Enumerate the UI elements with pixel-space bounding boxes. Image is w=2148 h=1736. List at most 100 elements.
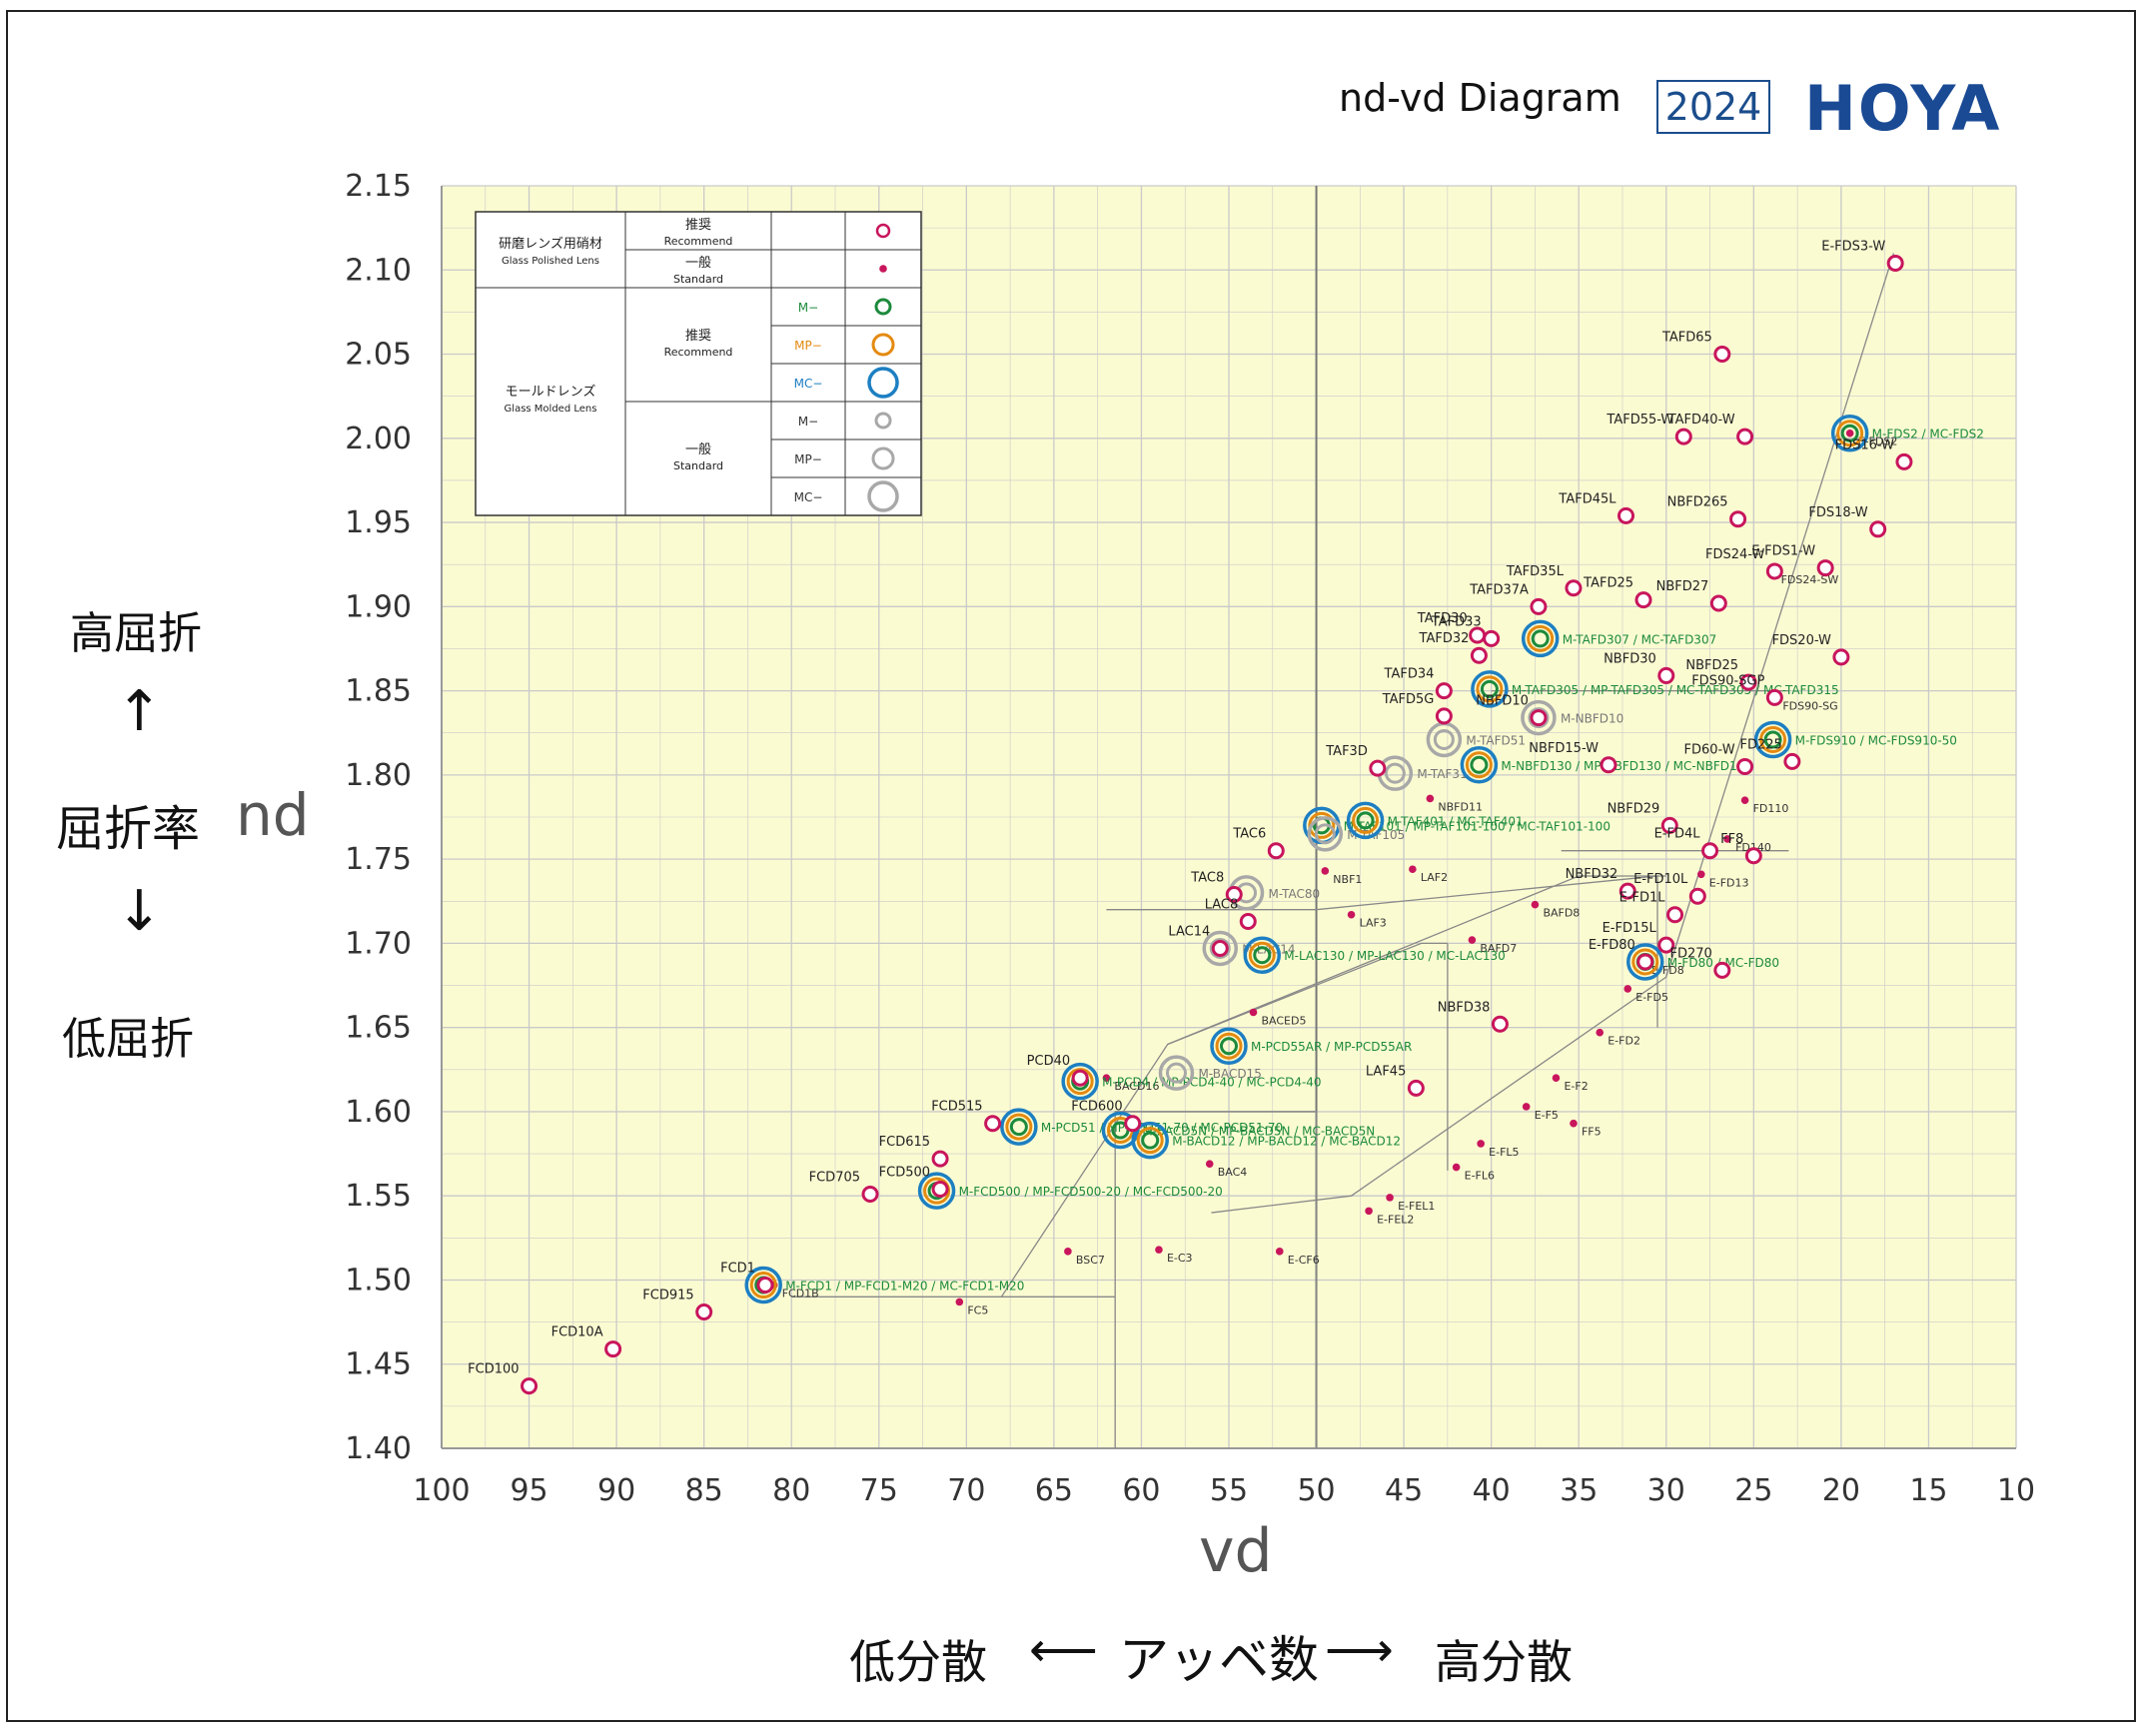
- x-tick-label: 30: [1647, 1473, 1685, 1508]
- molded-mc-ring: [1131, 1121, 1169, 1160]
- legend-m-recommend: M−: [798, 301, 818, 315]
- molded-m-ring: [1763, 730, 1782, 749]
- standard-glass-label: BAC4: [1218, 1166, 1248, 1179]
- standard-glass-point: [955, 1298, 964, 1306]
- legend-standard-en: Standard: [673, 273, 723, 286]
- recommend-glass-label: FCD515: [931, 1100, 982, 1115]
- standard-glass-label: E-FL6: [1465, 1170, 1495, 1183]
- standard-glass-point: [1477, 1140, 1485, 1148]
- y-tick-label: 2.00: [345, 422, 412, 456]
- low-index-label: 低屈折: [62, 1014, 194, 1065]
- molded-m-ring: [1253, 946, 1272, 965]
- molded-standard-ring-inner: [1433, 728, 1455, 750]
- standard-glass-label: NBF1: [1333, 873, 1362, 886]
- y-tick-label: 1.70: [345, 926, 412, 961]
- legend-mc-symbol: [867, 367, 899, 399]
- molded-mc-ring: [1626, 943, 1664, 981]
- molded-glass-label: M-FDS2 / MC-FDS2: [1872, 428, 1984, 441]
- recommend-glass-label: E-FDS1-W: [1751, 544, 1815, 559]
- molded-mp-ring: [1136, 1127, 1164, 1155]
- recommend-glass-label: FCD100: [468, 1362, 519, 1377]
- recommend-glass-point: [695, 1302, 713, 1320]
- chart-frame: [6, 10, 2136, 1722]
- molded-mp-ring: [1215, 1032, 1243, 1060]
- standard-glass-point: [1596, 1028, 1605, 1037]
- recommend-glass-point: [1729, 510, 1747, 528]
- standard-glass-point: [1321, 867, 1330, 875]
- y-tick-label: 1.45: [345, 1347, 412, 1382]
- standard-glass-point: [1623, 985, 1632, 993]
- recommend-glass-point: [861, 1186, 879, 1204]
- recommend-glass-label: NBFD10: [1476, 694, 1529, 709]
- vd-label: vd: [1199, 1516, 1273, 1586]
- legend-molded-jp: モールドレンズ: [506, 384, 596, 400]
- recommend-glass-point: [1701, 842, 1719, 860]
- molded-glass-label: M-TAF101 / MP-TAF101-100 / MC-TAF101-100: [1344, 819, 1611, 833]
- molded-mp-ring: [1836, 420, 1864, 447]
- recommend-glass-label: FCD500: [879, 1165, 930, 1180]
- recommend-glass-point: [1832, 648, 1850, 666]
- recommend-glass-point: [1617, 506, 1635, 524]
- recommend-glass-label: LAC14: [1168, 924, 1210, 939]
- y-tick-label: 1.85: [345, 674, 412, 709]
- standard-glass-label: LAF2: [1421, 871, 1448, 884]
- y-tick-label: 2.10: [345, 253, 412, 288]
- legend-mc-recommend: MC−: [794, 377, 823, 391]
- standard-glass-point: [1205, 1160, 1214, 1168]
- molded-glass-label: M-PCD4 / MP-PCD4-40 / MC-PCD4-40: [1102, 1076, 1321, 1090]
- recommend-glass-label: TAFD55-W: [1606, 413, 1673, 428]
- recommend-glass-point: [1483, 629, 1501, 647]
- recommend-glass-label: TAFD45L: [1558, 491, 1616, 506]
- recommend-glass-point: [1666, 906, 1684, 924]
- standard-glass-label: FDS24-SW: [1781, 573, 1839, 586]
- standard-glass-label: E-FEL2: [1377, 1213, 1414, 1226]
- molded-mp-ring: [1352, 806, 1380, 834]
- recommend-glass-point: [1470, 646, 1488, 664]
- recommend-glass-point: [1618, 882, 1636, 900]
- legend-mc-standard: MC−: [794, 490, 823, 504]
- standard-glass-label: BACD16: [1114, 1080, 1159, 1093]
- y-tick-label: 1.50: [345, 1263, 412, 1298]
- standard-glass-point: [1452, 1163, 1461, 1172]
- legend-mc-standard-symbol: [867, 480, 899, 512]
- recommend-glass-point: [1739, 673, 1757, 691]
- chart-title: nd-vd Diagram: [1339, 76, 1621, 120]
- recommend-glass-point: [1435, 707, 1453, 725]
- recommend-glass-label: FDS20-W: [1772, 633, 1831, 648]
- recommend-glass-label: FDS16-W: [1835, 437, 1894, 452]
- recommend-glass-label: NBFD38: [1438, 1000, 1491, 1015]
- legend-polished-jp: 研磨レンズ用硝材: [499, 236, 602, 252]
- x-tick-label: 55: [1210, 1473, 1248, 1508]
- molded-mp-ring: [1759, 725, 1787, 753]
- x-tick-label: 60: [1122, 1473, 1160, 1508]
- y-tick-label: 1.65: [345, 1011, 412, 1046]
- molded-mp-ring: [1248, 941, 1276, 969]
- y-tick-label: 1.75: [345, 842, 412, 877]
- recommend-glass-label: E-FD15L: [1603, 921, 1657, 936]
- recommend-glass-label: TAFD32: [1419, 631, 1470, 646]
- molded-standard-ring: [1202, 930, 1238, 967]
- recommend-glass-point: [1765, 688, 1783, 706]
- recommend-glass-label: TAFD40-W: [1667, 413, 1735, 428]
- recommend-glass-label: FDS18-W: [1808, 505, 1867, 520]
- legend-recommend-en: Recommend: [664, 235, 733, 248]
- recommend-glass-label: NBFD30: [1604, 651, 1656, 666]
- nd-label: nd: [236, 781, 310, 849]
- recommend-glass-label: FD270: [1670, 946, 1712, 961]
- recommend-glass-point: [1634, 591, 1652, 609]
- legend-standard-jp: 一般: [685, 255, 711, 271]
- molded-m-ring: [1480, 679, 1499, 698]
- recommend-glass-point: [1369, 759, 1387, 777]
- recommend-glass-label: LAF45: [1366, 1064, 1406, 1079]
- recommend-glass-label: NBFD15-W: [1529, 741, 1599, 756]
- brand-logo: HOYA: [1804, 72, 2002, 145]
- recommend-glass-point: [1435, 682, 1453, 700]
- down-arrow-icon: ↓: [116, 879, 163, 944]
- molded-standard-ring-inner: [1384, 762, 1406, 784]
- molded-mc-ring: [1830, 414, 1869, 452]
- molded-glass-label: M-NBFD130 / MP-NBFD130 / MC-NBFD130: [1501, 759, 1752, 773]
- standard-glass-label: FDS90-SG: [1782, 699, 1837, 712]
- molded-mp-ring: [1066, 1068, 1094, 1096]
- recommend-glass-point: [1709, 594, 1727, 612]
